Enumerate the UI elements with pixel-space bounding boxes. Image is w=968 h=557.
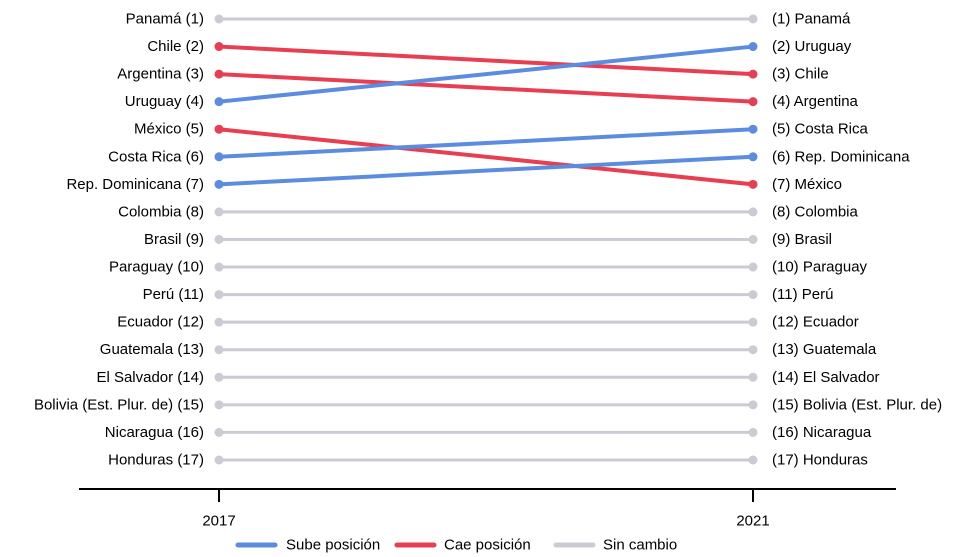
point-2017-brasil [214,234,224,244]
point-2017-mexico [214,124,224,134]
point-2021-argentina [748,97,758,107]
label-2017-uruguay: Uruguay (4) [125,93,204,110]
point-2021-uruguay [748,42,758,52]
point-2017-honduras [214,455,224,465]
point-2017-uruguay [214,97,224,107]
slope-line-chile [217,44,755,77]
legend-label-down: Cae posición [444,537,531,554]
label-2017-brasil: Brasil (9) [144,231,204,248]
point-2017-guatemala [214,345,224,355]
point-2021-brasil [748,234,758,244]
label-2021-argentina: (4) Argentina [772,93,859,110]
point-2017-colombia [214,207,224,217]
point-2021-mexico [748,179,758,189]
label-2021-ecuador: (12) Ecuador [772,314,859,331]
label-2017-chile: Chile (2) [147,38,204,55]
point-2021-colombia [748,207,758,217]
point-2017-ecuador [214,317,224,327]
point-2017-argentina [214,69,224,79]
label-2017-panama: Panamá (1) [126,11,204,28]
label-2017-guatemala: Guatemala (13) [100,341,204,358]
point-2017-chile [214,42,224,52]
label-2021-bolivia-est-plur-de: (15) Bolivia (Est. Plur. de) [772,396,942,413]
label-2021-uruguay: (2) Uruguay [772,38,852,55]
label-2021-colombia: (8) Colombia [772,203,859,220]
slope-line-argentina [217,72,755,104]
label-2021-nicaragua: (16) Nicaragua [772,424,872,441]
x-axis: 2017 2021 [79,488,896,530]
point-2017-peru [214,290,224,300]
point-2017-rep-dominicana [214,179,224,189]
label-2021-costa-rica: (5) Costa Rica [772,121,869,138]
point-2021-nicaragua [748,427,758,437]
label-2021-panama: (1) Panamá [772,11,851,28]
point-2017-bolivia-est-plur-de [214,400,224,410]
x-tick-label-2021: 2021 [736,513,769,530]
slope-line-costa-rica [217,127,755,159]
point-2021-ecuador [748,317,758,327]
label-2021-paraguay: (10) Paraguay [772,259,868,276]
label-2017-nicaragua: Nicaragua (16) [105,424,204,441]
label-2021-mexico: (7) México [772,176,842,193]
slope-line-rep-dominicana [217,154,755,187]
point-2021-guatemala [748,345,758,355]
legend: Sube posición Cae posición Sin cambio [235,537,677,554]
label-2021-brasil: (9) Brasil [772,231,832,248]
legend-label-up: Sube posición [286,537,380,554]
point-2017-nicaragua [214,427,224,437]
label-2017-paraguay: Paraguay (10) [109,259,204,276]
label-2017-honduras: Honduras (17) [108,451,204,468]
label-2017-costa-rica: Costa Rica (6) [108,148,204,165]
label-2017-rep-dominicana: Rep. Dominicana (7) [66,176,204,193]
country-labels: Panamá (1) (1) Panamá Chile (2) (3) Chile Ar… [34,11,942,469]
point-2017-costa-rica [214,152,224,162]
label-2021-chile: (3) Chile [772,66,829,83]
label-2021-peru: (11) Perú [772,286,833,303]
point-2021-bolivia-est-plur-de [748,400,758,410]
label-2017-colombia: Colombia (8) [118,203,204,220]
label-2021-honduras: (17) Honduras [772,451,868,468]
label-2017-bolivia-est-plur-de: Bolivia (Est. Plur. de) (15) [34,396,204,413]
point-2017-paraguay [214,262,224,272]
x-tick-label-2017: 2017 [202,513,235,530]
label-2017-ecuador: Ecuador (12) [117,314,204,331]
point-2021-costa-rica [748,124,758,134]
slope-lines [214,14,758,465]
label-2017-el-salvador: El Salvador (14) [96,369,204,386]
point-2021-honduras [748,455,758,465]
point-2017-panama [214,14,224,24]
label-2021-el-salvador: (14) El Salvador [772,369,880,386]
label-2021-rep-dominicana: (6) Rep. Dominicana [772,148,910,165]
point-2021-rep-dominicana [748,152,758,162]
point-2021-peru [748,290,758,300]
label-2017-argentina: Argentina (3) [117,66,204,83]
slope-line-uruguay [217,44,755,104]
point-2021-el-salvador [748,372,758,382]
label-2017-mexico: México (5) [134,121,204,138]
label-2021-guatemala: (13) Guatemala [772,341,877,358]
point-2017-el-salvador [214,372,224,382]
point-2021-paraguay [748,262,758,272]
point-2021-panama [748,14,758,24]
label-2017-peru: Perú (11) [143,286,204,303]
slope-line-mexico [217,127,755,187]
point-2021-chile [748,69,758,79]
legend-label-same: Sin cambio [603,537,677,554]
